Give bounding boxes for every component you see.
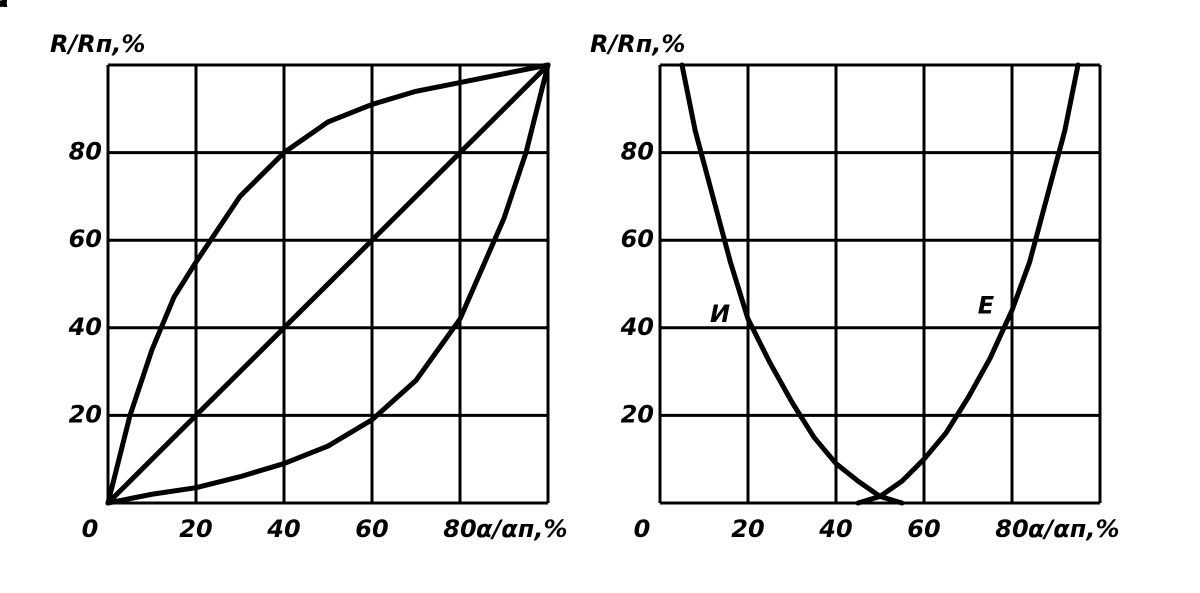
x-tick-label: 0 — [634, 515, 651, 543]
curve — [855, 62, 1081, 506]
curve — [105, 62, 551, 506]
y-axis-label: R/Rп,% — [50, 30, 145, 58]
y-axis-label: R/Rп,% — [590, 30, 685, 58]
curve-label: Б — [0, 0, 9, 13]
x-tick-label: 60 — [907, 515, 940, 543]
x-axis-label: α/αп,% — [1028, 515, 1120, 543]
x-tick-label: 80 — [443, 515, 476, 543]
x-tick-label: 60 — [355, 515, 388, 543]
y-tick-label: 20 — [69, 400, 102, 428]
y-tick-label: 20 — [621, 400, 654, 428]
x-tick-label: 20 — [731, 515, 764, 543]
y-tick-label: 60 — [69, 225, 102, 253]
curve-label: В — [0, 0, 9, 13]
curve — [105, 62, 551, 506]
x-tick-label: 40 — [818, 515, 852, 543]
y-tick-label: 40 — [68, 313, 102, 341]
x-axis-label: α/αп,% — [476, 515, 568, 543]
curve — [105, 62, 551, 506]
y-tick-label: 80 — [69, 138, 102, 166]
x-tick-label: 80 — [995, 515, 1028, 543]
x-tick-label: 20 — [179, 515, 212, 543]
curve-label: И — [710, 300, 730, 328]
x-tick-label: 40 — [266, 515, 300, 543]
x-tick-label: 0 — [82, 515, 99, 543]
curve — [679, 62, 905, 506]
y-tick-label: 40 — [620, 313, 654, 341]
curve-label: Е — [978, 291, 995, 319]
y-tick-label: 80 — [621, 138, 654, 166]
curve-label: А — [0, 0, 9, 13]
y-tick-label: 60 — [621, 225, 654, 253]
